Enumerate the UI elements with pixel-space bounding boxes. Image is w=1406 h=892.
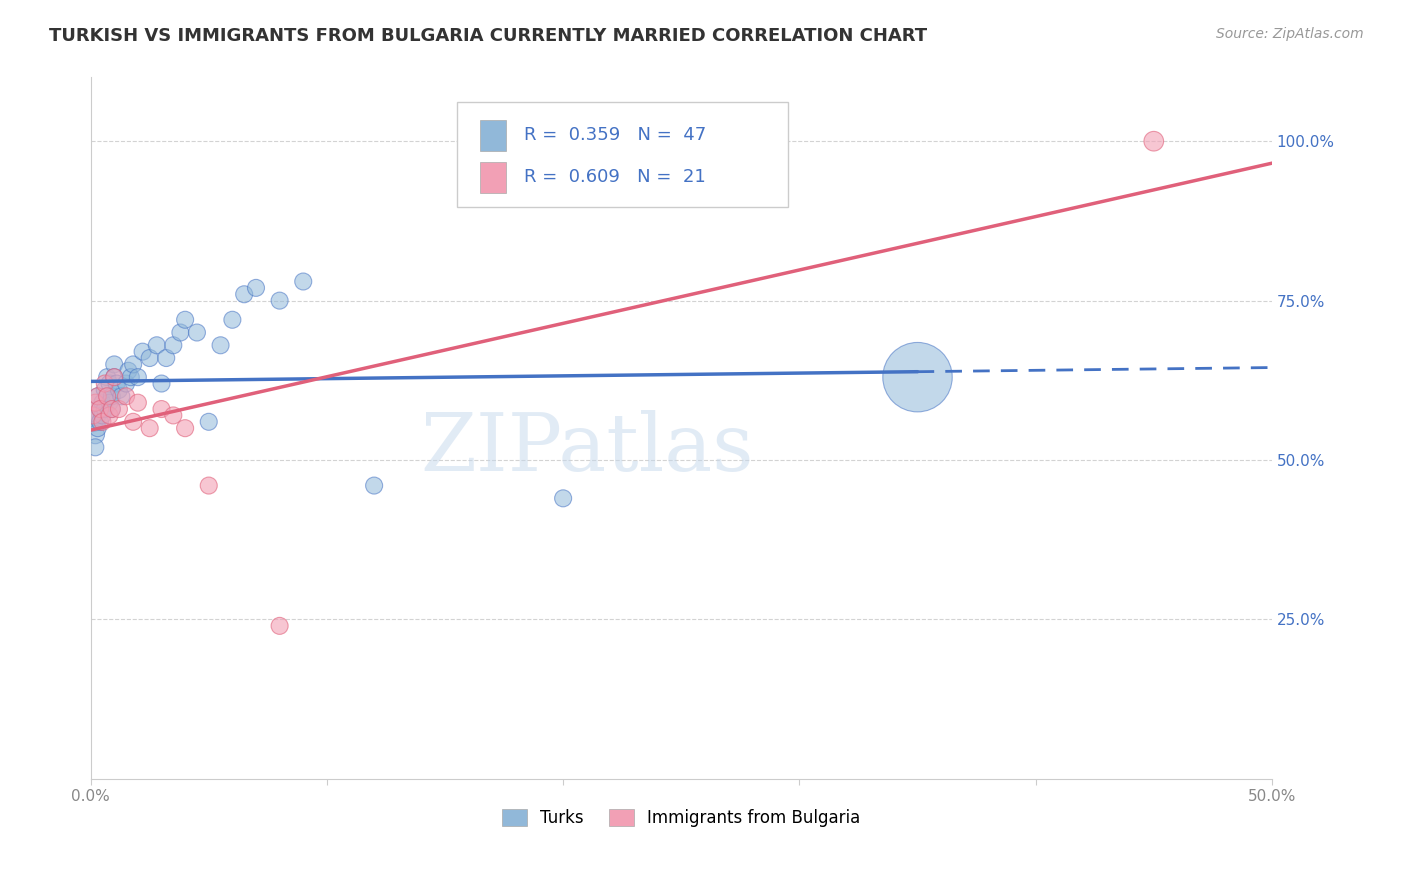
- Point: [105, 376, 128, 391]
- Point: [269, 619, 291, 633]
- FancyBboxPatch shape: [457, 102, 787, 207]
- Point: [96, 389, 118, 403]
- Point: [110, 389, 132, 403]
- Point: [115, 389, 138, 403]
- Point: [150, 376, 173, 391]
- Point: [363, 478, 385, 492]
- Point: [89, 402, 111, 417]
- Point: [94, 383, 117, 397]
- Point: [197, 415, 219, 429]
- Point: [115, 376, 138, 391]
- Point: [101, 402, 124, 417]
- Point: [86, 421, 108, 435]
- Point: [103, 370, 125, 384]
- Point: [197, 478, 219, 492]
- Point: [169, 326, 191, 340]
- Point: [91, 395, 114, 409]
- Point: [269, 293, 291, 308]
- Point: [145, 338, 167, 352]
- Text: TURKISH VS IMMIGRANTS FROM BULGARIA CURRENTLY MARRIED CORRELATION CHART: TURKISH VS IMMIGRANTS FROM BULGARIA CURR…: [49, 27, 928, 45]
- Point: [96, 370, 118, 384]
- Point: [91, 409, 114, 423]
- Point: [127, 370, 149, 384]
- Point: [89, 415, 111, 429]
- Point: [82, 409, 104, 423]
- Bar: [481, 120, 506, 151]
- Point: [86, 389, 108, 403]
- Point: [138, 421, 160, 435]
- Point: [101, 402, 124, 417]
- Point: [120, 370, 142, 384]
- Point: [122, 358, 145, 372]
- Legend: Turks, Immigrants from Bulgaria: Turks, Immigrants from Bulgaria: [495, 802, 868, 834]
- Point: [96, 389, 118, 403]
- Point: [84, 440, 107, 454]
- Point: [98, 409, 121, 423]
- Point: [127, 395, 149, 409]
- Point: [101, 389, 124, 403]
- Point: [108, 402, 131, 417]
- Point: [174, 421, 197, 435]
- Point: [89, 402, 111, 417]
- Bar: [481, 161, 506, 194]
- Point: [86, 389, 108, 403]
- Point: [86, 409, 108, 423]
- Point: [131, 344, 153, 359]
- Point: [84, 395, 107, 409]
- Point: [209, 338, 232, 352]
- Point: [162, 409, 184, 423]
- Point: [150, 402, 173, 417]
- Point: [94, 376, 117, 391]
- Point: [553, 491, 575, 506]
- Point: [155, 351, 177, 365]
- Point: [103, 358, 125, 372]
- Point: [103, 370, 125, 384]
- Text: Source: ZipAtlas.com: Source: ZipAtlas.com: [1216, 27, 1364, 41]
- Point: [186, 326, 208, 340]
- Point: [221, 312, 243, 326]
- Point: [174, 312, 197, 326]
- Text: ZIPatlas: ZIPatlas: [420, 410, 754, 488]
- Text: R =  0.609   N =  21: R = 0.609 N = 21: [524, 169, 706, 186]
- Point: [84, 427, 107, 442]
- Point: [98, 395, 121, 409]
- Text: R =  0.359   N =  47: R = 0.359 N = 47: [524, 127, 706, 145]
- Point: [138, 351, 160, 365]
- Point: [108, 383, 131, 397]
- Point: [907, 370, 929, 384]
- Point: [162, 338, 184, 352]
- Point: [82, 415, 104, 429]
- Point: [1143, 134, 1166, 148]
- Point: [117, 364, 139, 378]
- Point: [98, 376, 121, 391]
- Point: [94, 402, 117, 417]
- Point: [292, 275, 315, 289]
- Point: [122, 415, 145, 429]
- Point: [91, 415, 114, 429]
- Point: [245, 281, 267, 295]
- Point: [233, 287, 256, 301]
